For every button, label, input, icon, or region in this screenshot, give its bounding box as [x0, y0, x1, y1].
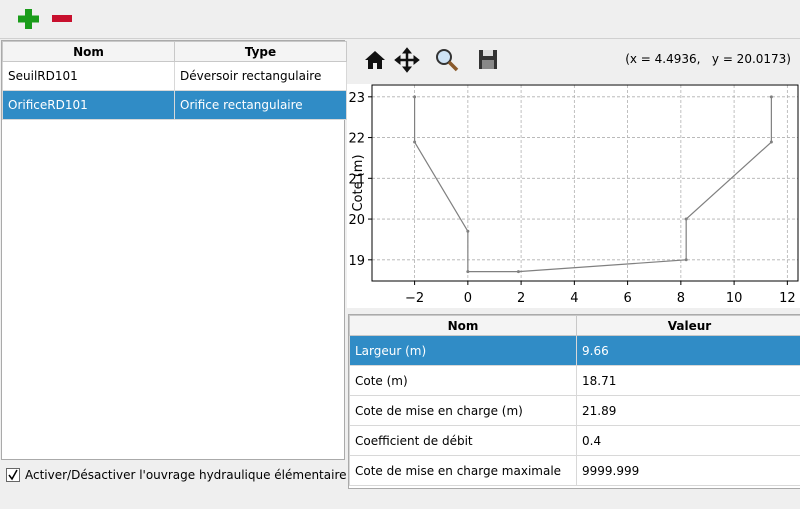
table-cell: SeuilRD101	[2, 61, 175, 91]
header-row: Nom Type	[2, 41, 347, 62]
table-row[interactable]: Cote de mise en charge (m) 21.89	[349, 395, 800, 426]
pan-button[interactable]	[394, 47, 420, 73]
table-cell: 9.66	[576, 335, 800, 366]
header-row: Nom Valeur	[349, 315, 800, 336]
table-row[interactable]: Largeur (m) 9.66	[349, 335, 800, 366]
table-cell: OrificeRD101	[2, 90, 175, 120]
check-mark	[8, 469, 18, 481]
table-row[interactable]: Coefficient de débit 0.4	[349, 425, 800, 456]
column-header: Nom	[2, 41, 175, 62]
x-tick-label: 0	[464, 291, 472, 306]
table-cell: 18.71	[576, 365, 800, 396]
structures-table: Nom Type SeuilRD101 Déversoir rectangulaire…	[2, 41, 347, 120]
y-tick-label: 23	[348, 91, 365, 106]
column-header: Type	[174, 41, 347, 62]
table-cell: 9999.999	[576, 455, 800, 486]
chart: −2 0 2 4 6 8 10 12 19 20 21 22 23 Cote (m)	[347, 84, 800, 308]
x-tick-label: 4	[570, 291, 578, 306]
y-tick-label: 22	[348, 132, 365, 147]
x-tick-label: −2	[405, 291, 424, 306]
axes-frame	[371, 84, 799, 282]
profile-point	[413, 140, 417, 144]
table-cell: Orifice rectangulaire	[174, 90, 347, 120]
figure-background	[347, 84, 800, 308]
y-tick-label: 19	[348, 254, 365, 269]
x-tick-label: 6	[623, 291, 631, 306]
y-axis-label: Cote (m)	[351, 154, 366, 211]
checkbox[interactable]	[6, 468, 20, 482]
table-cell: Déversoir rectangulaire	[174, 61, 347, 91]
profile-point	[466, 229, 470, 233]
properties-panel: Nom Valeur Largeur (m) 9.66 Cote (m) 18.71 Cot…	[348, 314, 800, 489]
toolbar-icons	[18, 9, 72, 29]
table-cell: Cote de mise en charge maximale	[349, 455, 577, 486]
table-row[interactable]: Cote de mise en charge maximale 9999.999	[349, 455, 800, 486]
profile-point	[684, 258, 688, 262]
main-toolbar	[0, 0, 800, 39]
profile-point	[769, 95, 773, 99]
x-tick-label: 2	[517, 291, 525, 306]
add-button[interactable]	[18, 9, 39, 29]
table-cell: Largeur (m)	[349, 335, 577, 366]
x-tick-label: 10	[726, 291, 743, 306]
profile-point	[466, 270, 470, 274]
checkbox-label: Activer/Désactiver l'ouvrage hydraulique…	[25, 468, 347, 482]
table-cell: 0.4	[576, 425, 800, 456]
remove-button[interactable]	[52, 15, 72, 22]
structures-list: Nom Type SeuilRD101 Déversoir rectangulaire…	[1, 40, 347, 460]
home-button[interactable]	[365, 51, 385, 69]
y-tick-label: 20	[348, 213, 365, 228]
x-tick-label: 8	[677, 291, 685, 306]
y-tick-label: 21	[348, 172, 365, 187]
profile-point	[413, 95, 417, 99]
plot-toolbar-icons	[365, 47, 497, 73]
plot-toolbar: (x = 4.4936, y = 20.0173)	[347, 40, 800, 82]
profile-point	[516, 270, 520, 274]
zoom-button[interactable]	[436, 49, 459, 72]
cursor-coordinates: (x = 4.4936, y = 20.0173)	[625, 52, 791, 66]
save-button[interactable]	[479, 50, 497, 69]
table-cell: Cote (m)	[349, 365, 577, 396]
profile-point	[684, 217, 688, 221]
table-cell: 21.89	[576, 395, 800, 426]
table-row[interactable]: OrificeRD101 Orifice rectangulaire	[2, 90, 347, 120]
column-header: Nom	[349, 315, 577, 336]
table-cell: Cote de mise en charge (m)	[349, 395, 577, 426]
table-row[interactable]: Cote (m) 18.71	[349, 365, 800, 396]
table-cell: Coefficient de débit	[349, 425, 577, 456]
x-tick-label: 12	[779, 291, 796, 306]
table-row[interactable]: SeuilRD101 Déversoir rectangulaire	[2, 61, 347, 91]
column-header: Valeur	[576, 315, 800, 336]
properties-table: Nom Valeur Largeur (m) 9.66 Cote (m) 18.71 Cot…	[349, 315, 800, 486]
enable-checkbox-row[interactable]: Activer/Désactiver l'ouvrage hydraulique…	[6, 468, 347, 482]
profile-point	[769, 140, 773, 144]
